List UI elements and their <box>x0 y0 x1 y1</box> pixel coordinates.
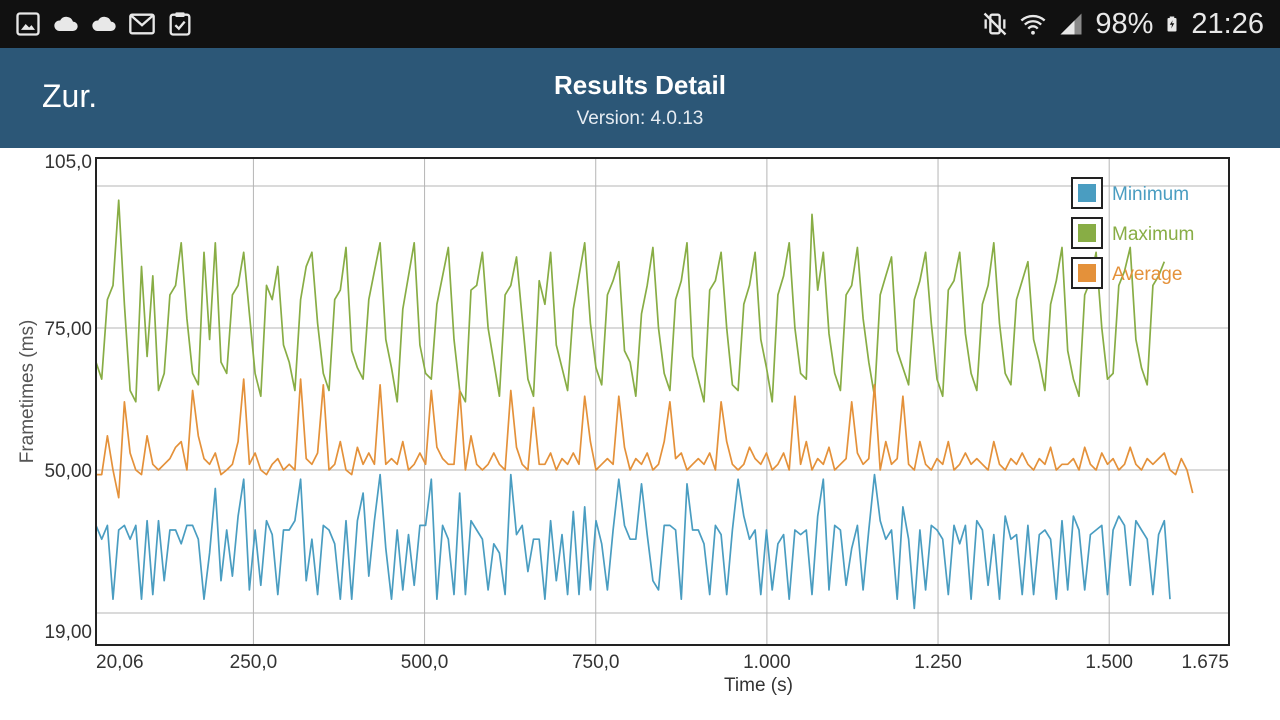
cloud-icon <box>54 16 78 31</box>
status-bar: 98% 21:26 <box>0 0 1280 48</box>
image-icon <box>16 12 40 36</box>
gmail-icon <box>129 13 155 35</box>
y-tick-label: 75,00 <box>44 319 92 340</box>
clipboard-check-icon <box>169 12 191 36</box>
x-tick-label: 250,0 <box>230 652 278 673</box>
x-tick-label: 750,0 <box>572 652 620 673</box>
y-axis-label: Frametimes (ms) <box>17 320 38 464</box>
version-subtitle: Version: 4.0.13 <box>576 108 704 129</box>
y-tick-label: 105,0 <box>44 152 92 173</box>
legend-label-average: Average <box>1112 264 1182 285</box>
series-line-minimum <box>95 473 1171 610</box>
battery-charging-icon <box>1167 16 1177 32</box>
plot-border <box>95 157 1230 646</box>
signal-icon <box>1060 13 1082 35</box>
frametimes-chart: 19,00 50,00 75,00 105,0 20,06 250,0 500,0 750,0… <box>17 152 1230 696</box>
x-tick-label: 1.500 <box>1085 652 1133 673</box>
notification-icons <box>14 9 194 39</box>
legend-swatch-minimum <box>1078 184 1096 202</box>
x-tick-label: 20,06 <box>96 652 144 673</box>
back-button[interactable]: Zur. <box>42 78 98 114</box>
legend-label-maximum: Maximum <box>1112 224 1194 245</box>
legend-swatch-average <box>1078 264 1096 282</box>
y-tick-label: 19,00 <box>44 622 92 643</box>
plot-area <box>96 158 1229 645</box>
legend-swatch-maximum <box>1078 224 1096 242</box>
x-tick-label: 500,0 <box>401 652 449 673</box>
legend-label-minimum: Minimum <box>1112 184 1189 205</box>
system-status: 98% 21:26 <box>981 0 1264 48</box>
cloud-icon <box>92 16 116 31</box>
app-bar: Zur. Results Detail Version: 4.0.13 <box>0 48 1280 148</box>
vibrate-mute-icon <box>984 12 1007 36</box>
x-tick-label: 1.675 <box>1181 652 1229 673</box>
x-tick-label: 1.000 <box>743 652 791 673</box>
x-tick-label: 1.250 <box>914 652 962 673</box>
y-tick-label: 50,00 <box>44 461 92 482</box>
wifi-icon <box>1020 14 1046 35</box>
page-title: Results Detail <box>554 70 726 100</box>
series-line-maximum <box>95 199 1166 403</box>
series-line-average <box>96 378 1194 499</box>
clock: 21:26 <box>1191 7 1264 40</box>
battery-percent: 98% <box>1095 7 1154 40</box>
x-axis-label: Time (s) <box>724 675 793 696</box>
